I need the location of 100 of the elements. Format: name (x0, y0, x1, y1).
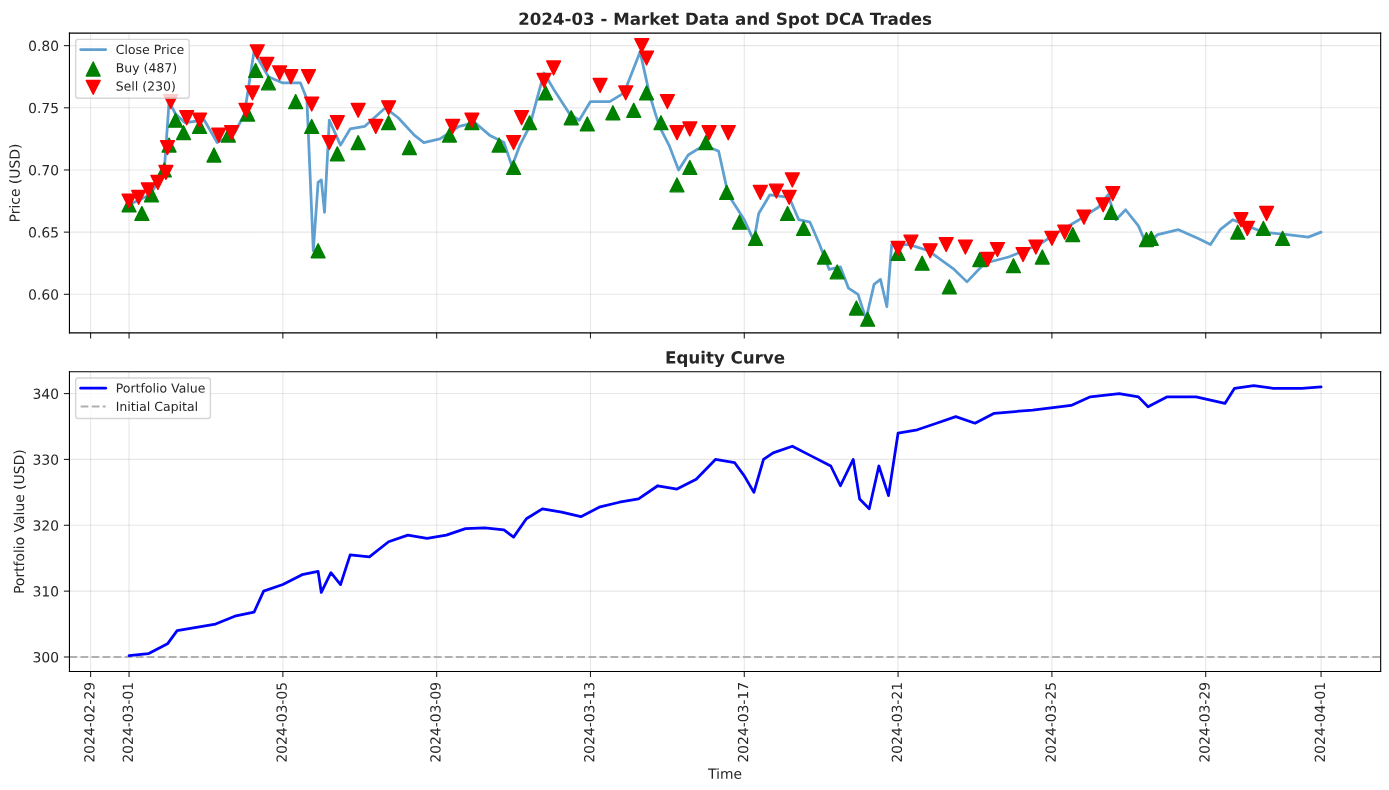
point (592, 77, 608, 94)
point (350, 134, 366, 151)
point (698, 134, 714, 151)
point (272, 65, 288, 81)
y-tick-label: 0.70 (29, 164, 59, 176)
point (368, 118, 384, 135)
point (781, 189, 797, 205)
point (1057, 224, 1073, 240)
y-tick-label: 300 (33, 651, 59, 663)
point (669, 177, 685, 193)
point (701, 125, 717, 141)
point (720, 125, 736, 141)
point (779, 205, 796, 222)
point (321, 134, 337, 151)
point (1005, 258, 1022, 274)
point (249, 44, 265, 60)
chart-title: Equity Curve (666, 350, 785, 368)
legend-label: Portfolio Value (116, 383, 205, 393)
point (1230, 224, 1246, 240)
point (329, 115, 345, 131)
point (682, 159, 698, 176)
x-tick-label: 2024-03-17 (737, 683, 749, 762)
point (989, 241, 1006, 258)
point (304, 96, 320, 112)
legend-label: Sell (230) (116, 81, 175, 93)
point (816, 249, 833, 265)
point (491, 137, 507, 153)
point (513, 110, 530, 126)
point (659, 93, 676, 110)
point (1095, 197, 1111, 213)
point (329, 146, 345, 162)
point (752, 184, 768, 200)
point (1258, 205, 1275, 222)
point (536, 72, 552, 89)
x-axis-title: Time (708, 768, 742, 779)
point (638, 50, 655, 66)
point (545, 60, 562, 76)
point (860, 311, 876, 327)
point (445, 118, 461, 135)
point (179, 110, 195, 126)
point (638, 85, 655, 101)
y-tick-label: 0.60 (29, 289, 59, 300)
point (682, 121, 698, 137)
point (521, 115, 538, 131)
point (922, 243, 938, 259)
point (795, 220, 812, 237)
point (1034, 249, 1050, 265)
point (259, 56, 275, 72)
x-tick-label: 2024-02-29 (84, 682, 95, 762)
point (134, 205, 150, 222)
point (941, 279, 958, 295)
point (238, 102, 254, 118)
point (140, 182, 156, 198)
point (167, 112, 184, 128)
point (380, 115, 397, 131)
y-axis-title: Price (USD) (9, 144, 22, 222)
point (890, 240, 906, 256)
point (350, 102, 366, 118)
y-tick-label: 0.75 (29, 102, 58, 114)
point (980, 251, 996, 268)
point (1255, 220, 1272, 237)
point (626, 102, 642, 118)
y-tick-label: 0.80 (29, 40, 59, 52)
y-tick-label: 310 (33, 586, 59, 597)
point (283, 69, 299, 85)
point (957, 239, 974, 255)
legend-label: Buy (487) (116, 62, 177, 75)
point (441, 127, 458, 143)
point (719, 184, 735, 200)
point (537, 85, 554, 101)
point (848, 300, 865, 316)
x-tick-label: 2024-03-25 (1045, 683, 1056, 762)
point (304, 118, 320, 135)
point (121, 193, 137, 209)
point (784, 172, 800, 188)
point (310, 243, 326, 259)
x-tick-label: 2024-03-05 (276, 683, 287, 762)
y-tick-label: 320 (33, 520, 59, 531)
point (1076, 209, 1092, 225)
point (206, 147, 222, 163)
point (1103, 204, 1119, 220)
point (150, 174, 166, 191)
y-tick-label: 0.65 (29, 227, 58, 238)
point (1028, 239, 1044, 255)
point (1274, 230, 1291, 246)
legend-label: Close Price (116, 44, 184, 55)
point (1065, 226, 1081, 243)
y-tick-label: 340 (33, 388, 59, 400)
point (938, 236, 954, 253)
point (1044, 230, 1060, 246)
point (579, 116, 595, 132)
point (903, 234, 919, 250)
x-tick-label: 2024-03-01 (122, 683, 134, 762)
point (244, 85, 261, 101)
point (131, 189, 147, 205)
point (1105, 185, 1121, 202)
legend-label: Initial Capital (116, 401, 197, 414)
point (731, 214, 748, 230)
x-tick-label: 2024-03-29 (1199, 682, 1210, 762)
point (211, 127, 227, 143)
